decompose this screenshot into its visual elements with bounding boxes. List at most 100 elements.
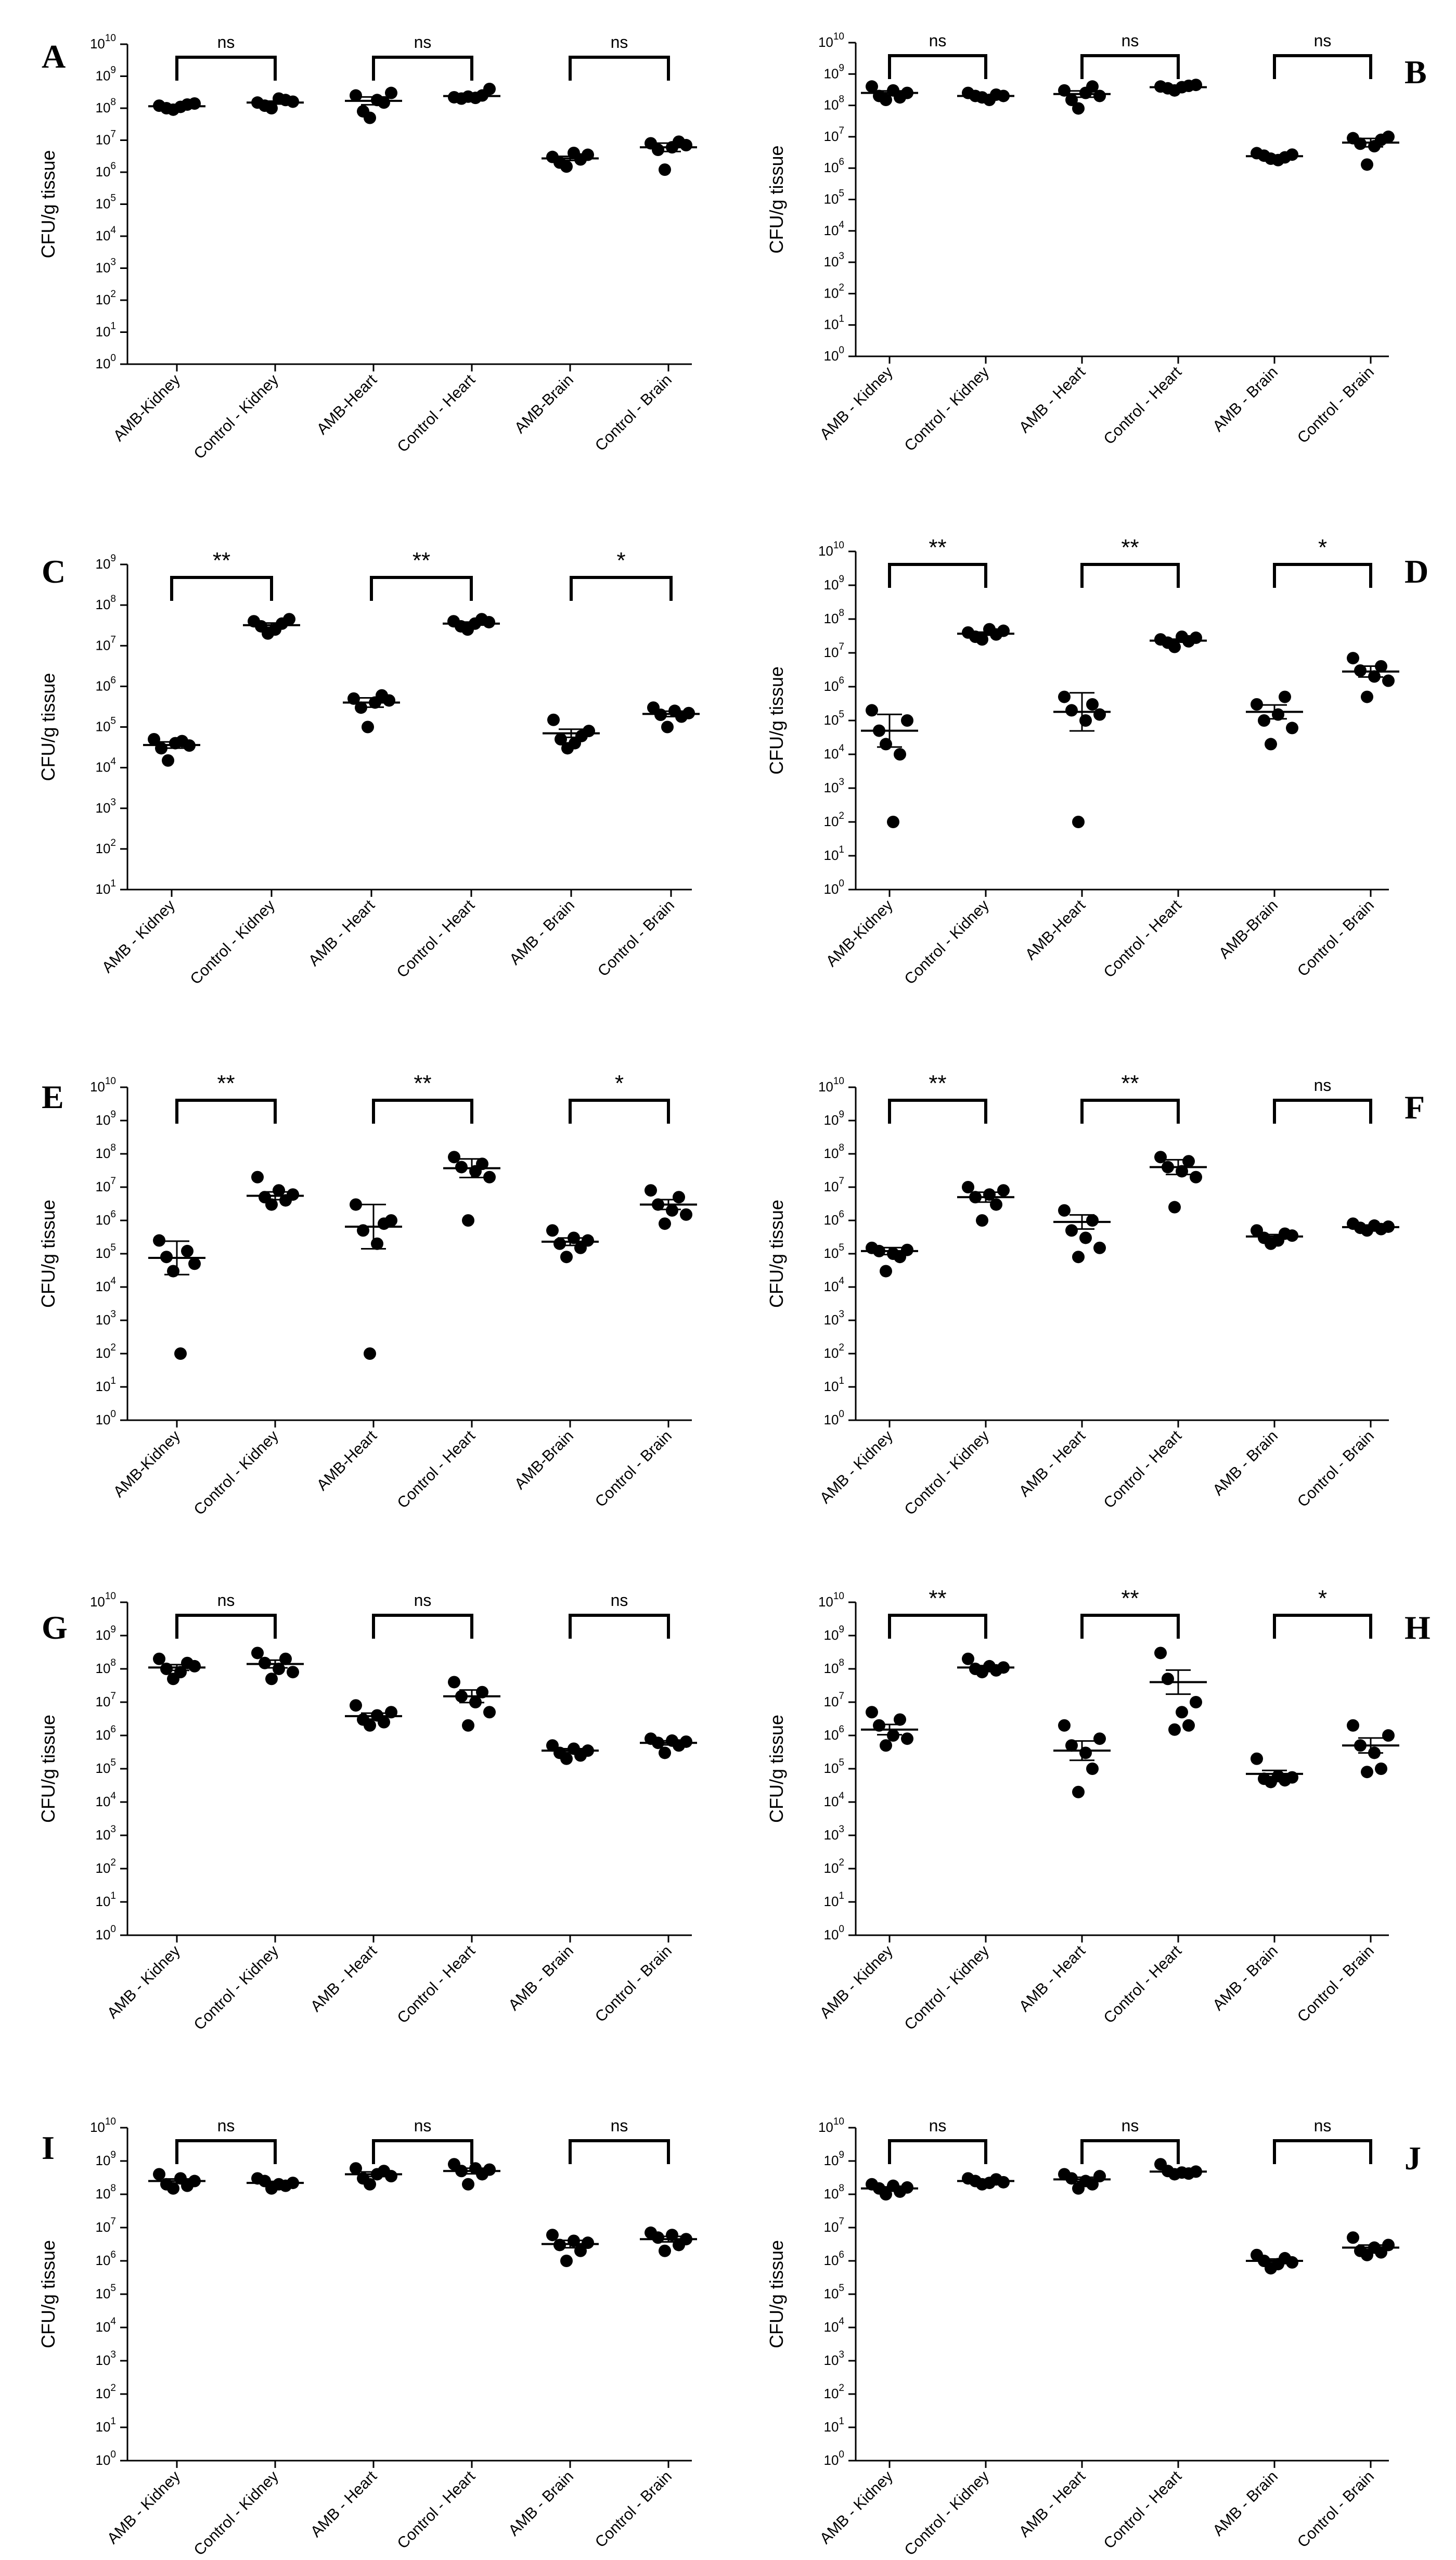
y-tick-exponent: 1: [110, 1375, 116, 1386]
y-tick-exponent: 4: [110, 225, 116, 236]
y-tick-label: 102: [824, 1857, 845, 1876]
significance-bracket: [1080, 563, 1180, 588]
x-tick-label: Control - Kidney: [901, 364, 993, 455]
y-tick-label: 101: [824, 1890, 845, 1909]
y-tick-label: 104: [96, 1791, 117, 1809]
data-point: [1072, 102, 1085, 115]
y-tick-exponent: 3: [839, 2349, 844, 2360]
data-point: [1093, 1732, 1106, 1745]
y-tick-exponent: 6: [110, 675, 116, 686]
data-point: [976, 633, 988, 646]
data-point: [1154, 1151, 1167, 1164]
y-tick-label: 108: [96, 2183, 117, 2202]
x-tick-label: AMB - Kidney: [817, 364, 896, 443]
panel-f: F1001011021031041051061071081091010CFU/g…: [766, 1071, 1425, 1519]
x-tick-label: Control - Heart: [394, 896, 479, 981]
significance-label: ns: [217, 2116, 235, 2135]
y-tick-exponent: 2: [110, 289, 116, 300]
y-tick-exponent: 6: [110, 161, 116, 172]
y-tick-exponent: 9: [110, 1109, 116, 1120]
y-tick-exponent: 4: [110, 1791, 116, 1802]
y-tick-exponent: 6: [839, 2249, 844, 2260]
x-tick-label: Control - Brain: [592, 2468, 675, 2551]
significance-label: **: [213, 548, 230, 573]
data-point: [1382, 2239, 1395, 2252]
data-point: [866, 80, 878, 93]
y-tick-label: 103: [96, 797, 117, 816]
y-tick-label: 109: [96, 65, 117, 84]
data-point: [583, 725, 595, 738]
y-tick-label: 106: [96, 1209, 117, 1228]
data-point: [350, 89, 362, 102]
panel-letter: F: [1405, 1089, 1425, 1126]
y-tick-label: 101: [824, 2416, 845, 2435]
y-tick-exponent: 0: [839, 2449, 844, 2460]
y-tick-exponent: 7: [110, 1176, 116, 1187]
x-tick-label: Control - Brain: [592, 371, 675, 455]
data-point: [1086, 1214, 1099, 1227]
data-point: [901, 714, 913, 727]
significance-bracket: [888, 1099, 987, 1124]
y-tick-exponent: 8: [110, 97, 116, 108]
data-point: [659, 1746, 671, 1759]
data-point: [378, 96, 390, 109]
y-tick-exponent: 10: [833, 2116, 844, 2127]
data-point: [1072, 1785, 1085, 1798]
y-tick-exponent: 7: [839, 125, 844, 136]
data-point: [661, 721, 674, 734]
data-point: [455, 1161, 468, 1174]
data-point: [364, 111, 376, 124]
y-tick-label: 107: [96, 1176, 117, 1194]
y-tick-label: 102: [96, 838, 117, 856]
significance-label: ns: [217, 1591, 235, 1610]
significance-bracket: [888, 563, 987, 588]
data-point: [546, 2229, 559, 2242]
y-tick-label: 107: [96, 2216, 117, 2235]
y-tick-exponent: 6: [839, 1209, 844, 1220]
y-tick-exponent: 1: [839, 1375, 844, 1386]
data-point: [1168, 1723, 1181, 1736]
data-point: [364, 1719, 376, 1732]
data-point: [1093, 1241, 1106, 1254]
data-point: [1286, 722, 1298, 735]
x-tick-label: Control - Kidney: [191, 371, 282, 462]
x-tick-label: AMB - Kidney: [817, 1427, 896, 1507]
data-point: [990, 1198, 1002, 1211]
significance-label: ns: [414, 33, 432, 52]
y-tick-label: 109: [824, 574, 845, 593]
data-point: [1086, 80, 1099, 93]
y-tick-exponent: 1: [110, 321, 116, 332]
y-tick-exponent: 9: [110, 2150, 116, 2160]
y-tick-label: 107: [824, 641, 845, 660]
data-point: [1347, 1719, 1359, 1732]
y-tick-label: 103: [824, 1824, 845, 1843]
y-tick-label: 104: [824, 220, 845, 238]
y-tick-exponent: 3: [839, 1309, 844, 1320]
x-tick-label: AMB - Heart: [1016, 1427, 1089, 1500]
data-point: [1382, 130, 1395, 143]
y-tick-exponent: 0: [110, 1409, 116, 1420]
panel-a: A1001011021031041051061071081091010CFU/g…: [37, 33, 697, 462]
significance-bracket: [1273, 563, 1372, 588]
y-tick-exponent: 7: [110, 634, 116, 645]
x-tick-label: Control - Brain: [595, 897, 678, 980]
y-tick-exponent: 10: [833, 1591, 844, 1602]
y-tick-label: 1010: [818, 1076, 844, 1095]
x-tick-label: AMB - Kidney: [817, 2468, 896, 2548]
y-tick-label: 1010: [818, 540, 844, 559]
significance-label: **: [217, 1071, 235, 1096]
y-tick-exponent: 10: [833, 540, 844, 551]
data-point: [350, 1198, 362, 1211]
data-point: [887, 816, 899, 828]
x-tick-label: Control - Brain: [1294, 1942, 1377, 2026]
y-tick-label: 102: [96, 2383, 117, 2401]
panel-letter: C: [42, 553, 66, 590]
significance-label: ns: [217, 33, 235, 52]
data-point: [997, 624, 1010, 637]
data-point: [652, 144, 664, 157]
y-tick-label: 102: [96, 1342, 117, 1361]
y-tick-label: 105: [824, 709, 845, 728]
y-tick-label: 104: [96, 1276, 117, 1294]
x-tick-label: AMB-Kidney: [110, 371, 184, 445]
data-point: [1265, 738, 1277, 751]
